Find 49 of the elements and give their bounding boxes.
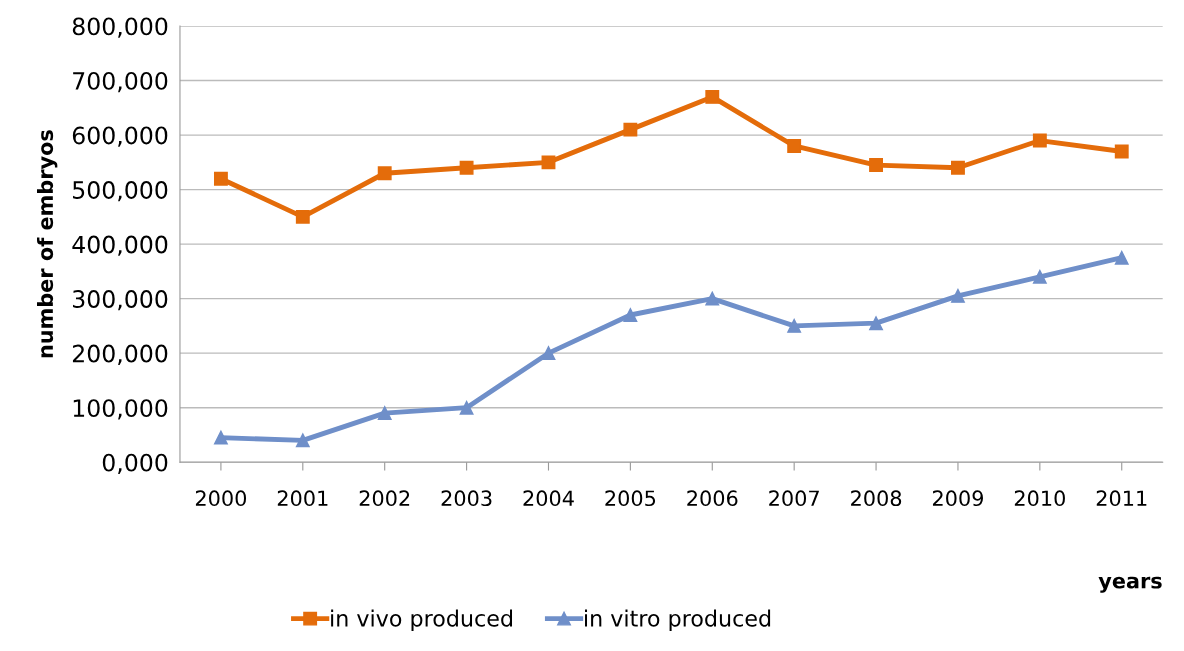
point [787, 139, 802, 153]
point [1114, 250, 1129, 265]
point [1032, 269, 1047, 284]
x-tick-label: 2003 [441, 490, 492, 507]
y-tick-label: 0,000 [102, 453, 168, 474]
point [705, 89, 720, 104]
x-tick-label: 2009 [932, 490, 983, 507]
y-tick-label: 100,000 [73, 399, 168, 420]
x-tick-label: 2010 [1014, 490, 1065, 507]
y-tick-label: 600,000 [72, 126, 168, 147]
x-axis-title: years [1098, 576, 1162, 593]
y-tick-label: 800,000 [72, 17, 168, 38]
x-tick-label: 2007 [769, 490, 819, 507]
point [869, 316, 884, 331]
x-tick-label: 2002 [359, 490, 410, 507]
y-tick-label: 300,000 [73, 290, 168, 311]
legend-label: in vitro produced [585, 609, 771, 631]
point [869, 158, 884, 173]
x-tick-label: 2006 [687, 490, 738, 507]
point [459, 400, 474, 415]
x-tick-label: 2008 [851, 490, 902, 507]
point [377, 166, 392, 181]
point [459, 160, 474, 175]
point [377, 406, 392, 421]
point [213, 171, 228, 186]
x-tick-label: 2011 [1096, 490, 1147, 507]
x-tick-label: 2000 [195, 490, 247, 507]
point [623, 122, 638, 137]
point [295, 209, 310, 224]
x-tick-label: 2001 [277, 490, 328, 507]
x-tick-label: 2005 [605, 490, 656, 507]
point [213, 430, 228, 445]
point [1114, 144, 1129, 159]
y-tick-label: 500,000 [73, 181, 168, 202]
y-tick-label: 700,000 [73, 72, 168, 93]
legend-label: in vivo produced [331, 609, 513, 631]
point [787, 318, 802, 333]
y-tick-label: 400,000 [72, 235, 168, 256]
point [951, 288, 965, 303]
point [541, 346, 556, 361]
point [541, 155, 556, 170]
point [705, 291, 720, 306]
point [295, 433, 310, 448]
point [1032, 133, 1047, 148]
x-tick-label: 2004 [523, 490, 574, 507]
point [951, 160, 965, 175]
y-axis-title: number of embryos [37, 130, 58, 358]
point [623, 308, 638, 322]
y-tick-label: 200,000 [72, 344, 168, 365]
